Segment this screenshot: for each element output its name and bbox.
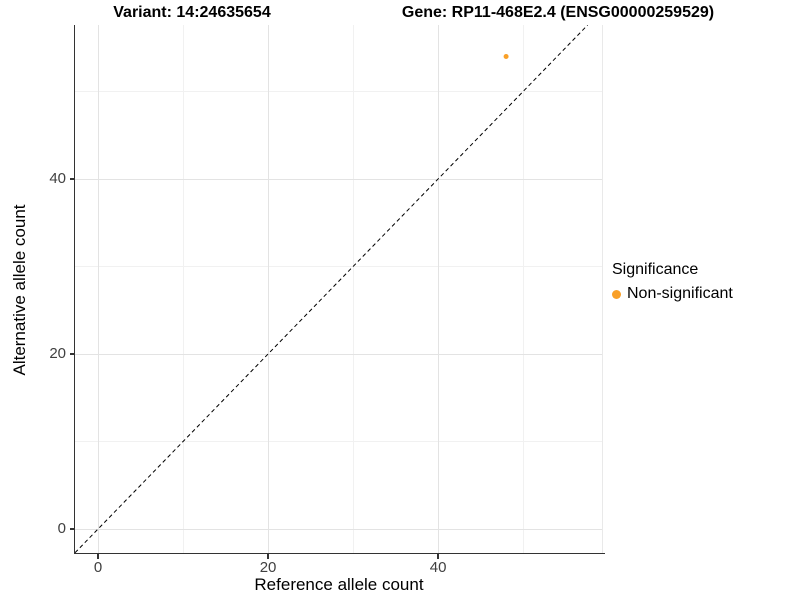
variant-title: Variant: 14:24635654 [113, 4, 271, 21]
y-axis-label: Alternative allele count [10, 204, 29, 376]
legend-items: Non-significant [612, 285, 733, 303]
plot-panel [75, 25, 603, 553]
y-tick-label: 0 [57, 520, 66, 538]
identity-line [75, 25, 589, 553]
panel-right-border [602, 25, 603, 553]
x-tick-label: 0 [93, 559, 103, 576]
data-point [503, 54, 509, 60]
legend-title: Significance [612, 261, 699, 278]
x-axis-ticks: 0 20 40 [75, 554, 603, 580]
gridline-x-minor [522, 25, 524, 553]
gridline-y-major [75, 528, 603, 530]
y-tick-mark [70, 178, 75, 180]
legend-item-label: Non-significant [627, 285, 733, 302]
x-axis-line [73, 552, 605, 554]
legend-item: Non-significant [612, 285, 733, 303]
gridline-x-minor [182, 25, 184, 553]
y-axis-line [73, 25, 75, 554]
y-tick-mark [70, 528, 75, 530]
gridline-y-minor [75, 266, 603, 267]
gridline-x-major [437, 25, 439, 553]
gridline-x-minor [352, 25, 354, 553]
legend: Significance Non-significant [612, 261, 733, 303]
y-tick-mark [70, 353, 75, 355]
gridline-y-major [75, 353, 603, 355]
y-tick-label: 20 [49, 345, 66, 362]
x-tick-mark [437, 554, 439, 559]
gridline-y-minor [75, 441, 603, 443]
x-tick-mark [97, 554, 99, 559]
x-axis-label: Reference allele count [254, 575, 424, 594]
plot-overlay [75, 25, 589, 553]
gridline-x-major [97, 25, 99, 553]
y-tick-label: 40 [49, 170, 66, 187]
legend-dot-icon [612, 289, 621, 299]
gridline-x-major [267, 25, 269, 553]
x-tick-label: 40 [429, 559, 447, 576]
gridline-y-minor [75, 91, 603, 92]
x-tick-mark [267, 554, 269, 559]
gene-title: Gene: RP11-468E2.4 (ENSG00000259529) [401, 4, 715, 21]
x-tick-label: 20 [259, 559, 277, 576]
gridline-y-major [75, 178, 603, 180]
y-axis-ticks: 0 20 40 [28, 25, 75, 553]
